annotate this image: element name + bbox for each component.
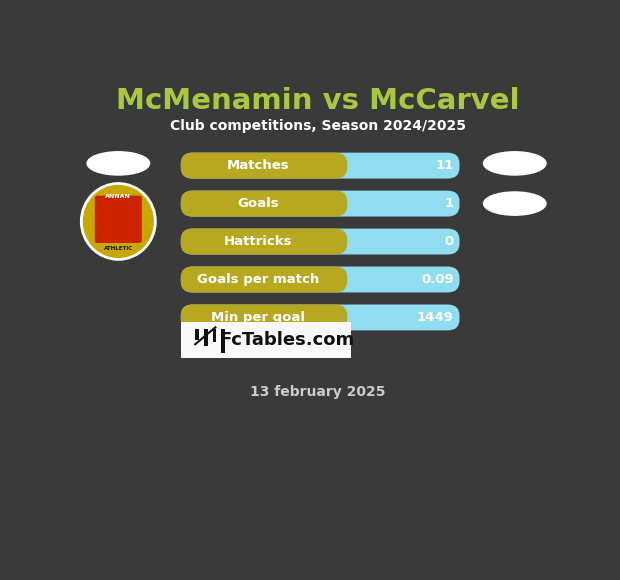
Text: Club competitions, Season 2024/2025: Club competitions, Season 2024/2025 (170, 119, 466, 133)
Bar (195, 329, 199, 340)
Text: 1449: 1449 (417, 311, 454, 324)
Bar (213, 329, 216, 342)
FancyBboxPatch shape (181, 322, 352, 358)
FancyBboxPatch shape (181, 267, 347, 292)
FancyBboxPatch shape (181, 191, 459, 216)
FancyBboxPatch shape (181, 267, 459, 292)
Text: ATHLETIC: ATHLETIC (104, 246, 133, 251)
Text: Min per goal: Min per goal (211, 311, 305, 324)
FancyBboxPatch shape (181, 304, 347, 331)
Text: 11: 11 (435, 159, 454, 172)
Text: ANNAN: ANNAN (105, 194, 131, 199)
Text: FcTables.com: FcTables.com (219, 331, 354, 349)
FancyBboxPatch shape (181, 304, 459, 331)
FancyBboxPatch shape (181, 153, 459, 179)
Text: 1: 1 (445, 197, 454, 210)
Text: McMenamin vs McCarvel: McMenamin vs McCarvel (116, 87, 520, 115)
FancyBboxPatch shape (181, 153, 347, 179)
Ellipse shape (484, 152, 546, 175)
Text: Hattricks: Hattricks (224, 235, 293, 248)
Text: 0: 0 (445, 235, 454, 248)
Text: 13 february 2025: 13 february 2025 (250, 385, 386, 399)
Ellipse shape (83, 185, 154, 258)
FancyBboxPatch shape (95, 195, 142, 243)
Text: Goals per match: Goals per match (197, 273, 319, 286)
Text: Goals: Goals (237, 197, 279, 210)
Bar (221, 329, 225, 353)
FancyBboxPatch shape (181, 229, 347, 255)
Ellipse shape (87, 152, 149, 175)
Text: Matches: Matches (227, 159, 290, 172)
FancyBboxPatch shape (181, 191, 347, 216)
Text: 0.09: 0.09 (421, 273, 454, 286)
FancyBboxPatch shape (181, 229, 459, 255)
Ellipse shape (484, 192, 546, 215)
Ellipse shape (80, 182, 157, 261)
Bar (204, 329, 208, 346)
